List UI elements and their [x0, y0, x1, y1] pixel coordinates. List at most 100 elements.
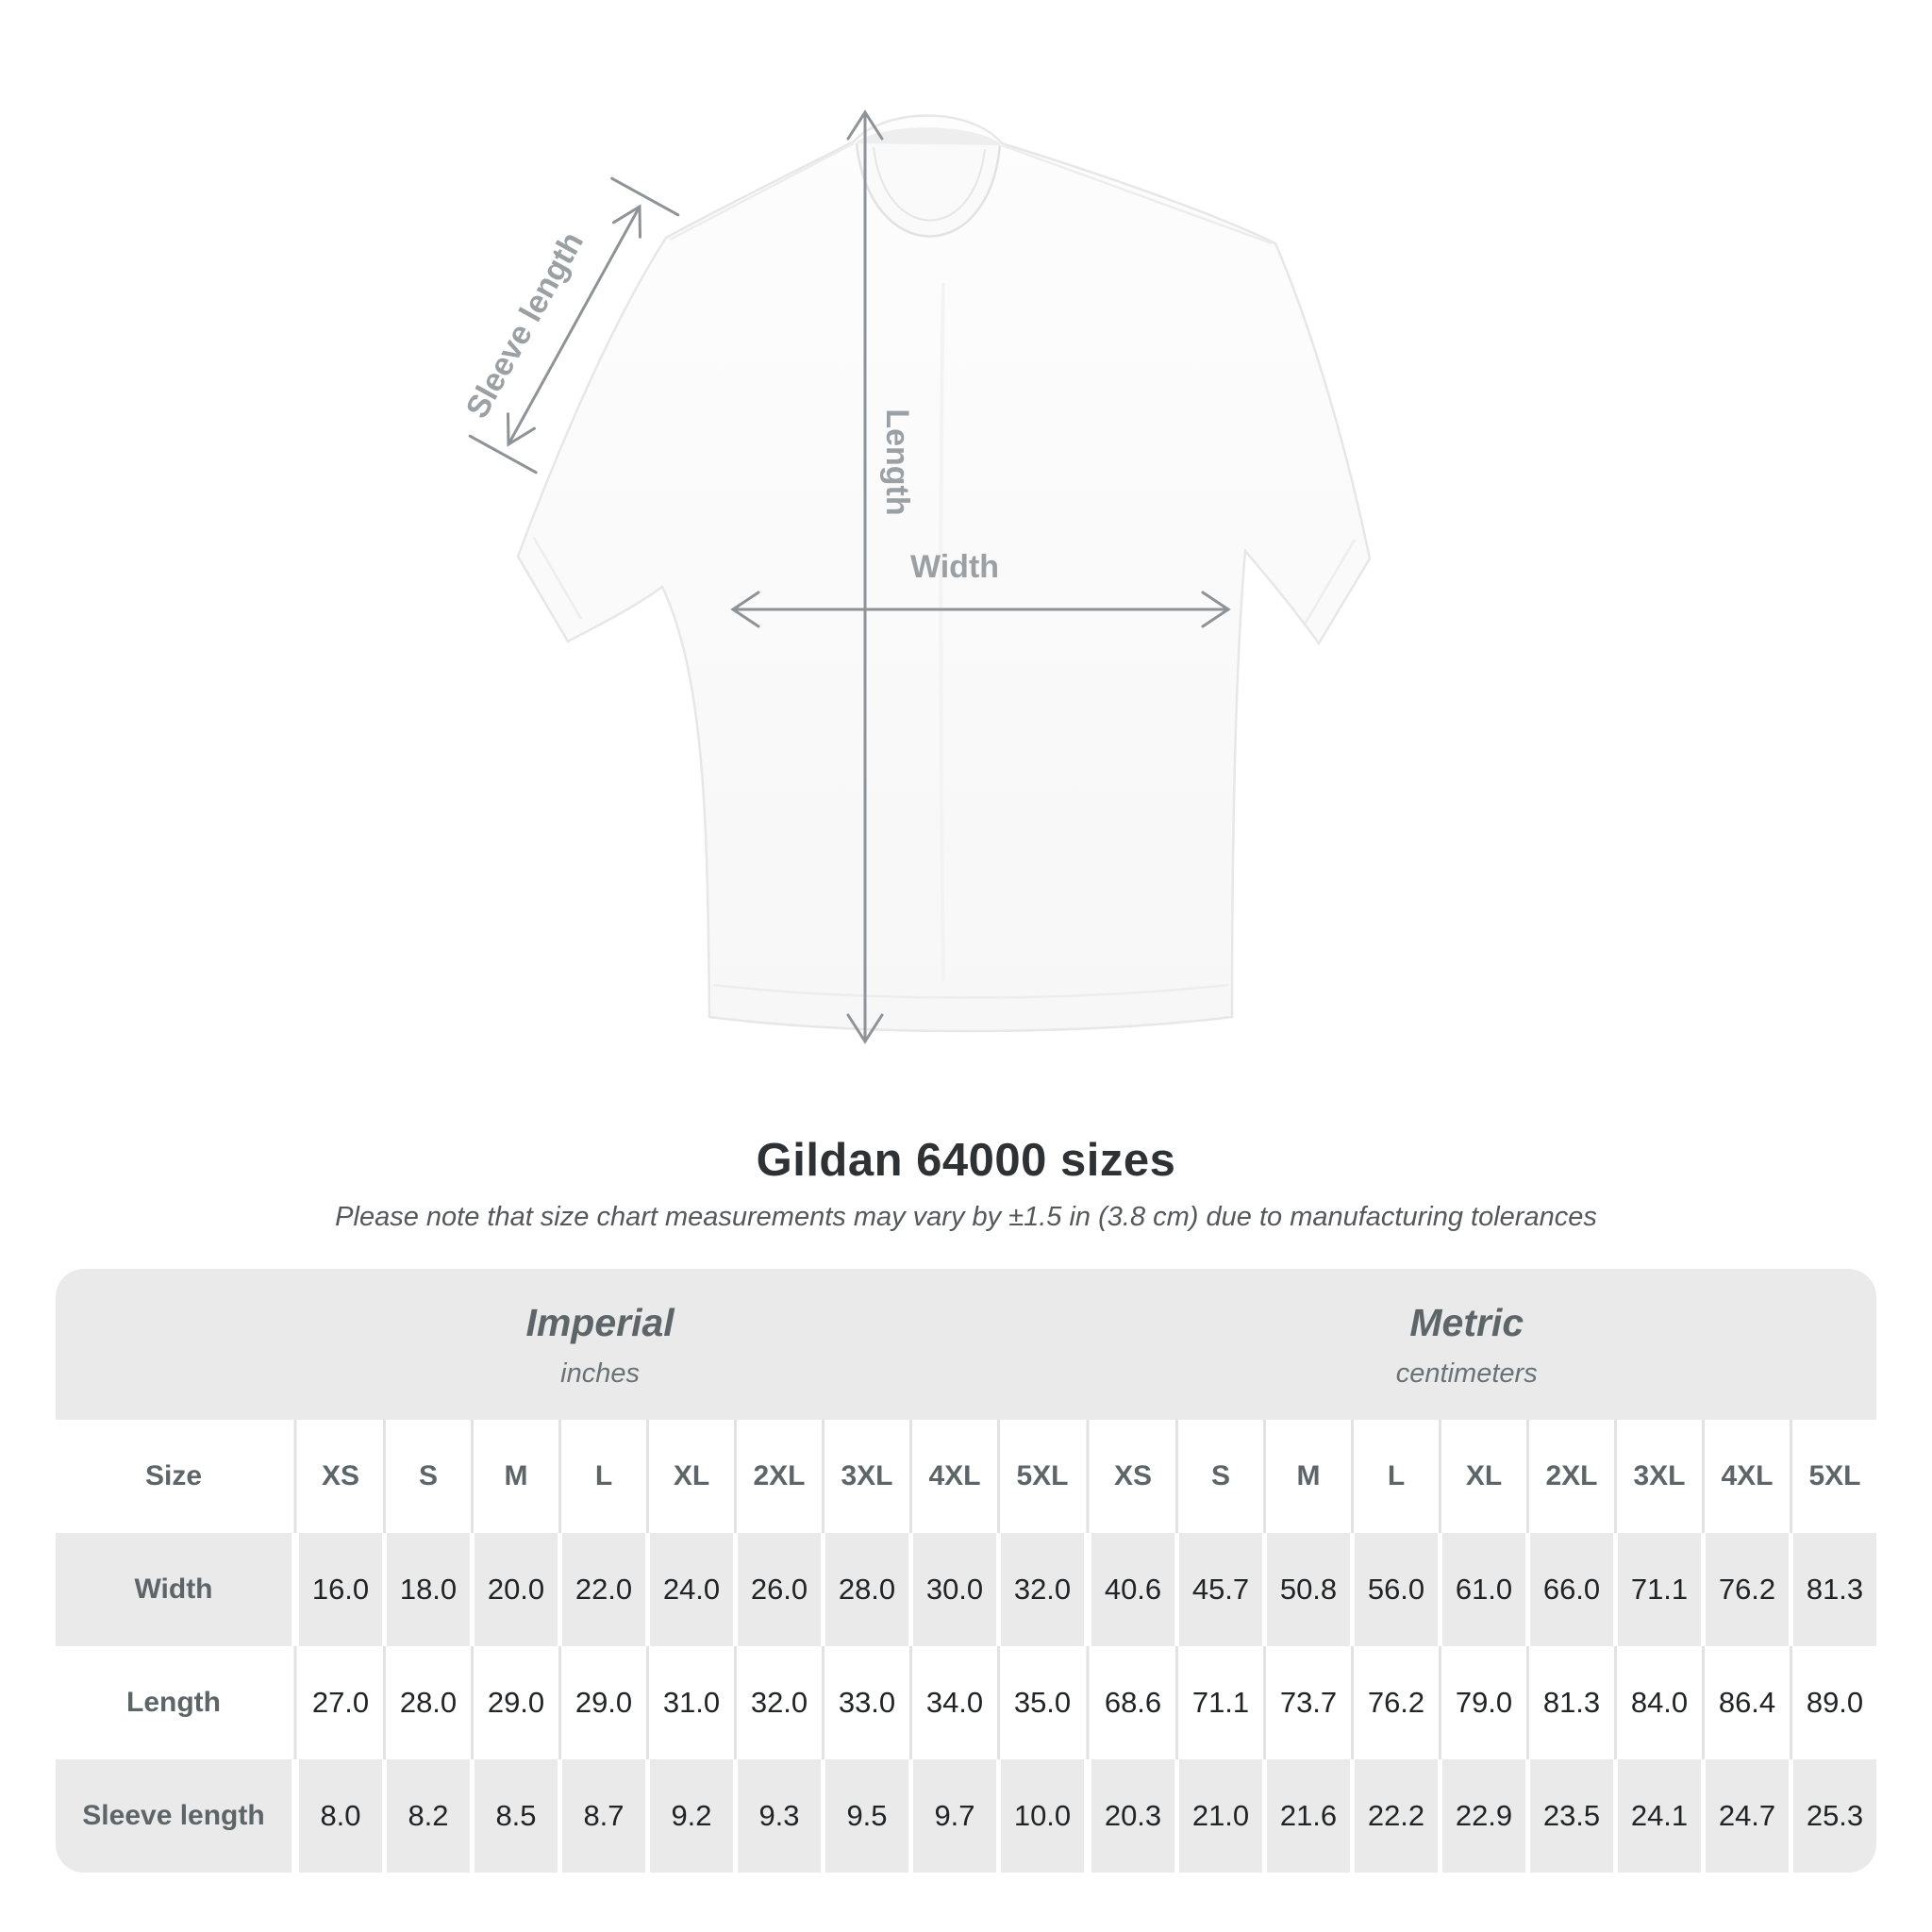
value-cell: 56.0	[1355, 1533, 1438, 1646]
column-gap	[1438, 1420, 1442, 1533]
size-header-cell: 4XL	[913, 1420, 996, 1533]
column-gap	[470, 1420, 475, 1533]
value-cell: 27.0	[299, 1646, 382, 1759]
row-label: Sleeve length	[56, 1759, 291, 1873]
value-cell: 16.0	[299, 1533, 382, 1646]
tshirt-measurement-diagram: Sleeve length Length Width	[459, 109, 1372, 1044]
column-gap	[558, 1646, 562, 1759]
size-header-cell: 2XL	[738, 1420, 821, 1533]
tshirt-illustration	[516, 114, 1372, 1033]
width-label: Width	[910, 549, 999, 585]
column-gap	[470, 1646, 475, 1759]
column-gap	[645, 1420, 650, 1533]
value-cell: 8.5	[475, 1759, 558, 1873]
value-cell: 9.3	[738, 1759, 821, 1873]
value-cell: 45.7	[1179, 1533, 1262, 1646]
table-row-sleeve-length: Sleeve length 8.0 8.2 8.5 8.7 9.2 9.3 9.5 9.7 10.…	[56, 1759, 1876, 1873]
size-header-row: Size XS S M L XL 2XL 3XL 4XL 5XL XS S M L XL 2XL 3XL 4XL 5…	[56, 1420, 1876, 1533]
size-header-cell: XL	[650, 1420, 733, 1533]
value-cell: 29.0	[562, 1646, 645, 1759]
table-row-width: Width 16.0 18.0 20.0 22.0 24.0 26.0 28.0 30.0 32.…	[56, 1533, 1876, 1646]
column-gap	[291, 1420, 299, 1533]
column-gap	[1701, 1646, 1706, 1759]
value-cell: 22.9	[1442, 1759, 1525, 1873]
value-cell: 28.0	[387, 1646, 470, 1759]
value-cell: 35.0	[1001, 1646, 1084, 1759]
length-label: Length	[879, 408, 915, 515]
column-gap	[291, 1533, 299, 1646]
value-cell: 9.2	[650, 1759, 733, 1873]
column-gap	[1350, 1646, 1355, 1759]
value-cell: 21.0	[1179, 1759, 1262, 1873]
value-cell: 20.0	[475, 1533, 558, 1646]
value-cell: 71.1	[1618, 1533, 1701, 1646]
size-table: Imperial inches Metric centimeters Size X…	[56, 1269, 1876, 1873]
value-cell: 30.0	[913, 1533, 996, 1646]
size-header-cell: 4XL	[1706, 1420, 1789, 1533]
sleeve-dimension-arrow	[468, 176, 680, 475]
length-dimension-arrow	[846, 109, 884, 1044]
unit-header-row: Imperial inches Metric centimeters	[56, 1269, 1876, 1420]
column-gap	[1789, 1646, 1793, 1759]
column-gap	[1350, 1420, 1355, 1533]
column-gap	[1438, 1646, 1442, 1759]
column-gap	[996, 1646, 1001, 1759]
column-gap	[291, 1646, 299, 1759]
size-header-cell: M	[1267, 1420, 1350, 1533]
column-gap	[1525, 1420, 1530, 1533]
column-gap	[1789, 1420, 1793, 1533]
metric-header: Metric centimeters	[1396, 1301, 1538, 1390]
fabric-crease	[939, 282, 945, 982]
value-cell: 32.0	[1001, 1533, 1084, 1646]
value-cell: 28.0	[825, 1533, 908, 1646]
size-header-cell: 5XL	[1793, 1420, 1876, 1533]
value-cell: 73.7	[1267, 1646, 1350, 1759]
column-gap	[1701, 1420, 1706, 1533]
size-header-cell: 5XL	[1001, 1420, 1084, 1533]
value-cell: 8.7	[562, 1759, 645, 1873]
size-header-cell: 2XL	[1530, 1420, 1613, 1533]
value-cell: 81.3	[1530, 1646, 1613, 1759]
column-gap	[1084, 1533, 1091, 1646]
value-cell: 66.0	[1530, 1533, 1613, 1646]
value-cell: 76.2	[1355, 1646, 1438, 1759]
collar-band-inner	[873, 146, 986, 222]
column-gap	[1084, 1646, 1091, 1759]
value-cell: 76.2	[1706, 1533, 1789, 1646]
column-gap	[1525, 1646, 1530, 1759]
value-cell: 71.1	[1179, 1646, 1262, 1759]
column-gap	[908, 1420, 913, 1533]
row-label: Size	[56, 1420, 291, 1533]
dimension-lines	[468, 109, 1231, 1044]
column-gap	[291, 1759, 299, 1873]
value-cell: 40.6	[1091, 1533, 1174, 1646]
page-title: Gildan 64000 sizes	[756, 1135, 1176, 1186]
value-cell: 9.5	[825, 1759, 908, 1873]
row-label: Length	[56, 1646, 291, 1759]
value-cell: 21.6	[1267, 1759, 1350, 1873]
value-cell: 23.5	[1530, 1759, 1613, 1873]
value-cell: 22.0	[562, 1533, 645, 1646]
column-gap	[1174, 1646, 1179, 1759]
size-header-cell: L	[1355, 1420, 1438, 1533]
value-cell: 31.0	[650, 1646, 733, 1759]
size-header-cell: L	[562, 1420, 645, 1533]
column-gap	[558, 1420, 562, 1533]
seam-lines	[532, 142, 1357, 999]
tshirt-body	[516, 114, 1372, 1033]
column-gap	[1262, 1646, 1267, 1759]
column-gap	[733, 1420, 738, 1533]
size-header-cell: S	[387, 1420, 470, 1533]
value-cell: 24.0	[650, 1533, 733, 1646]
value-cell: 18.0	[387, 1533, 470, 1646]
value-cell: 68.6	[1091, 1646, 1174, 1759]
metric-unit: centimeters	[1395, 1358, 1538, 1389]
value-cell: 84.0	[1618, 1646, 1701, 1759]
table-rows: Size XS S M L XL 2XL 3XL 4XL 5XL XS S M L XL 2XL 3XL 4XL 5…	[56, 1420, 1876, 1873]
size-header-cell: XS	[1091, 1420, 1174, 1533]
value-cell: 79.0	[1442, 1646, 1525, 1759]
column-gap	[733, 1646, 738, 1759]
value-cell: 34.0	[913, 1646, 996, 1759]
value-cell: 89.0	[1793, 1646, 1876, 1759]
